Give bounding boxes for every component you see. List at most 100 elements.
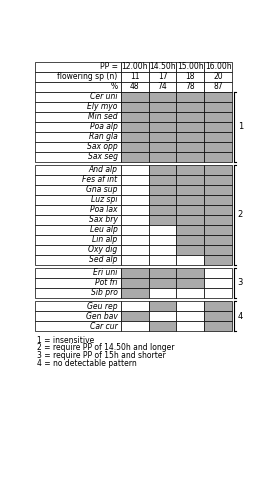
Bar	[204, 288, 232, 298]
Bar	[149, 92, 176, 102]
Bar	[121, 235, 149, 245]
Bar	[176, 164, 204, 174]
Bar	[149, 82, 176, 92]
Bar	[36, 215, 121, 225]
Bar	[36, 112, 121, 122]
Bar	[36, 311, 121, 321]
Bar	[176, 62, 204, 72]
Text: And alp: And alp	[89, 165, 118, 174]
Bar	[149, 122, 176, 132]
Bar	[176, 255, 204, 265]
Bar	[121, 245, 149, 255]
Bar	[149, 301, 176, 311]
Bar	[204, 152, 232, 162]
Text: Pot fri: Pot fri	[95, 278, 118, 287]
Text: PP =: PP =	[99, 62, 118, 71]
Bar	[36, 288, 121, 298]
Text: 14.50h: 14.50h	[149, 62, 176, 71]
Bar	[121, 205, 149, 215]
Text: %: %	[111, 82, 118, 91]
Text: 3: 3	[238, 278, 243, 287]
Text: Fes af int: Fes af int	[82, 175, 118, 184]
Bar	[176, 205, 204, 215]
Bar	[204, 205, 232, 215]
Bar	[149, 62, 176, 72]
Bar	[121, 152, 149, 162]
Text: Eri uni: Eri uni	[93, 268, 118, 278]
Text: Sib pro: Sib pro	[91, 288, 118, 298]
Text: 3 = require PP of 15h and shorter: 3 = require PP of 15h and shorter	[37, 351, 166, 360]
Bar	[36, 82, 121, 92]
Bar	[204, 255, 232, 265]
Bar	[149, 288, 176, 298]
Bar	[149, 102, 176, 112]
Bar	[36, 164, 121, 174]
Bar	[176, 152, 204, 162]
Bar	[176, 122, 204, 132]
Bar	[36, 184, 121, 194]
Bar	[36, 102, 121, 112]
Bar	[36, 321, 121, 331]
Text: Sax seg: Sax seg	[88, 152, 118, 161]
Text: 18: 18	[186, 72, 195, 81]
Bar	[121, 82, 149, 92]
Text: Ely myo: Ely myo	[87, 102, 118, 111]
Bar	[204, 112, 232, 122]
Text: Luz spi: Luz spi	[91, 196, 118, 204]
Bar	[176, 92, 204, 102]
Bar	[176, 82, 204, 92]
Text: Geu rep: Geu rep	[87, 302, 118, 310]
Bar	[36, 278, 121, 288]
Text: 12.00h: 12.00h	[121, 62, 148, 71]
Bar	[176, 301, 204, 311]
Bar	[36, 245, 121, 255]
Bar	[204, 245, 232, 255]
Bar	[149, 268, 176, 278]
Bar	[149, 194, 176, 205]
Bar	[204, 194, 232, 205]
Text: Cer uni: Cer uni	[90, 92, 118, 101]
Bar	[176, 174, 204, 184]
Bar	[149, 321, 176, 331]
Bar	[149, 205, 176, 215]
Text: 87: 87	[214, 82, 223, 91]
Bar	[36, 255, 121, 265]
Bar	[204, 82, 232, 92]
Text: 2: 2	[238, 210, 243, 220]
Text: 74: 74	[158, 82, 167, 91]
Bar	[176, 288, 204, 298]
Text: Gna sup: Gna sup	[86, 185, 118, 194]
Bar	[121, 184, 149, 194]
Bar	[176, 235, 204, 245]
Bar	[121, 142, 149, 152]
Bar	[121, 288, 149, 298]
Bar	[204, 102, 232, 112]
Bar	[204, 235, 232, 245]
Bar	[149, 255, 176, 265]
Bar	[204, 184, 232, 194]
Bar	[204, 301, 232, 311]
Bar	[149, 112, 176, 122]
Bar	[121, 255, 149, 265]
Bar	[121, 311, 149, 321]
Bar	[204, 278, 232, 288]
Bar	[36, 194, 121, 205]
Bar	[121, 72, 149, 82]
Bar	[36, 152, 121, 162]
Bar	[36, 268, 121, 278]
Bar	[149, 311, 176, 321]
Bar	[204, 321, 232, 331]
Bar	[176, 225, 204, 235]
Bar	[149, 215, 176, 225]
Text: 2 = require PP of 14.50h and longer: 2 = require PP of 14.50h and longer	[37, 344, 175, 352]
Bar	[121, 268, 149, 278]
Bar	[121, 122, 149, 132]
Bar	[36, 225, 121, 235]
Bar	[176, 311, 204, 321]
Bar	[204, 142, 232, 152]
Bar	[36, 122, 121, 132]
Bar	[149, 174, 176, 184]
Bar	[36, 301, 121, 311]
Text: 17: 17	[158, 72, 167, 81]
Bar	[204, 174, 232, 184]
